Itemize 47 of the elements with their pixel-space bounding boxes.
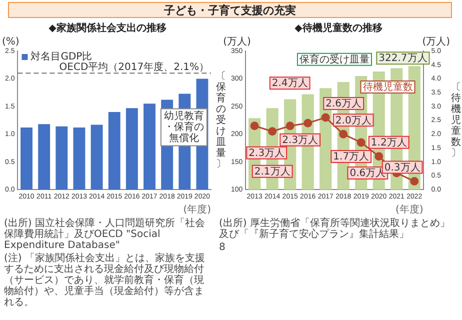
y-axis-title: (%): [2, 36, 20, 48]
point: [268, 127, 277, 136]
text: 〔保育の受け皿量〕: [216, 70, 226, 170]
data-label: 1.2万人: [370, 137, 407, 148]
y2-axis-title: 〔待機児童数〕: [451, 80, 461, 159]
bar: [126, 108, 138, 190]
ref-line-label: OECD平均（2017年度、2.1%）: [59, 60, 209, 73]
chart-title: 子ども・子育て支援の充実: [8, 2, 452, 18]
bar: [90, 124, 103, 190]
data-label: 0.3万人: [384, 162, 420, 174]
point: [339, 130, 348, 138]
data-label: 2.0万人: [335, 115, 372, 126]
data-label: 0.6万人: [350, 168, 386, 180]
bar: [20, 128, 32, 190]
data-label: 2.3万人: [282, 134, 318, 146]
text: (出所) 国立社会保障・人口問題研究所「社会保障費用統計」及びOECD "Social Expenditure Database": [4, 218, 206, 251]
data-label: 322.7万人: [378, 53, 428, 64]
text: 8: [219, 242, 226, 253]
data-label: 2.1万人: [254, 166, 290, 178]
bar: [73, 128, 86, 190]
legend-label: 対名目GDP比: [30, 50, 92, 63]
data-label: 1.7万人: [333, 152, 370, 163]
bar: [144, 104, 156, 190]
point: [286, 122, 294, 130]
data-label: 2.3万人: [248, 148, 285, 159]
point: [356, 138, 366, 147]
data-label: 2.6万人: [326, 98, 362, 110]
point: [250, 122, 259, 130]
bar: [108, 112, 120, 190]
point: [321, 113, 330, 122]
annotation: 幼児教育・保育の無償化: [164, 110, 204, 144]
text: 待機児童数: [362, 81, 413, 94]
bar: [56, 126, 68, 190]
point: [410, 177, 419, 186]
text: (万人): [223, 36, 251, 48]
text: (注) 「家族関係社会支出」とは、家族を支援するために支出される現金給付及び現物給付（サービス）であり、就学前教育・保育（現物給付）や、児童手当（現金給付）等が含まれる。: [4, 253, 206, 308]
chart-subtitle: ◆家族関係社会支出の推移: [48, 21, 168, 35]
point: [304, 118, 312, 128]
series-label: 保育の受け皿量: [299, 53, 370, 66]
bar: [38, 124, 50, 190]
text: (出所) 厚生労働省「保育所等関連状況取りまとめ」及び「『新子育て安心プラン』集計結果」: [219, 218, 451, 240]
x-axis-title: (年度): [395, 204, 424, 216]
chart-title: ◆待機児童数の推移: [294, 21, 384, 35]
text: (万人): [422, 36, 450, 48]
point: [374, 152, 384, 161]
data-label: 2.4万人: [272, 78, 308, 90]
x-axis-title: (年度): [183, 204, 212, 216]
